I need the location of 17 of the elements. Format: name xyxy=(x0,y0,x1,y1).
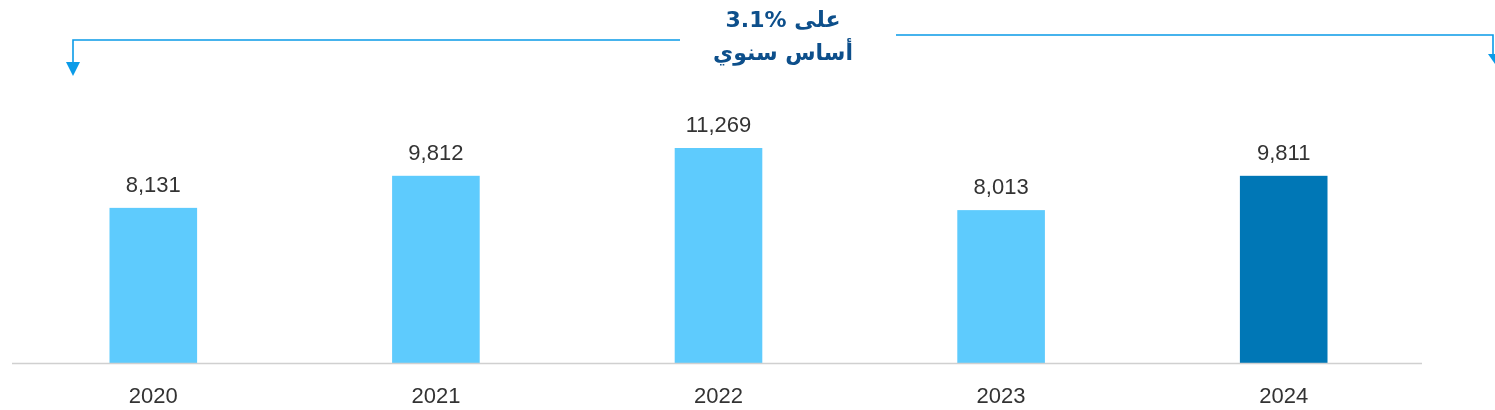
x-tick-label: 2022 xyxy=(694,383,743,408)
data-label: 8,131 xyxy=(125,171,181,197)
data-label: 8,013 xyxy=(973,174,1029,200)
data-label: 11,269 xyxy=(685,112,752,137)
bar xyxy=(1239,175,1328,363)
data-label: 9,812 xyxy=(408,139,464,165)
bar xyxy=(109,207,198,363)
text: على %3.1 xyxy=(725,7,841,32)
bar xyxy=(957,210,1045,363)
x-tick-label: 2021 xyxy=(411,383,461,408)
x-tick-label: 2024 xyxy=(1259,383,1309,408)
data-label: 9,811 xyxy=(1256,139,1311,165)
x-tick-label: 2023 xyxy=(976,383,1026,408)
text: أساس سنوي xyxy=(712,37,854,66)
bar xyxy=(392,175,480,363)
x-tick-label: 2020 xyxy=(128,383,178,408)
bar xyxy=(674,148,763,363)
